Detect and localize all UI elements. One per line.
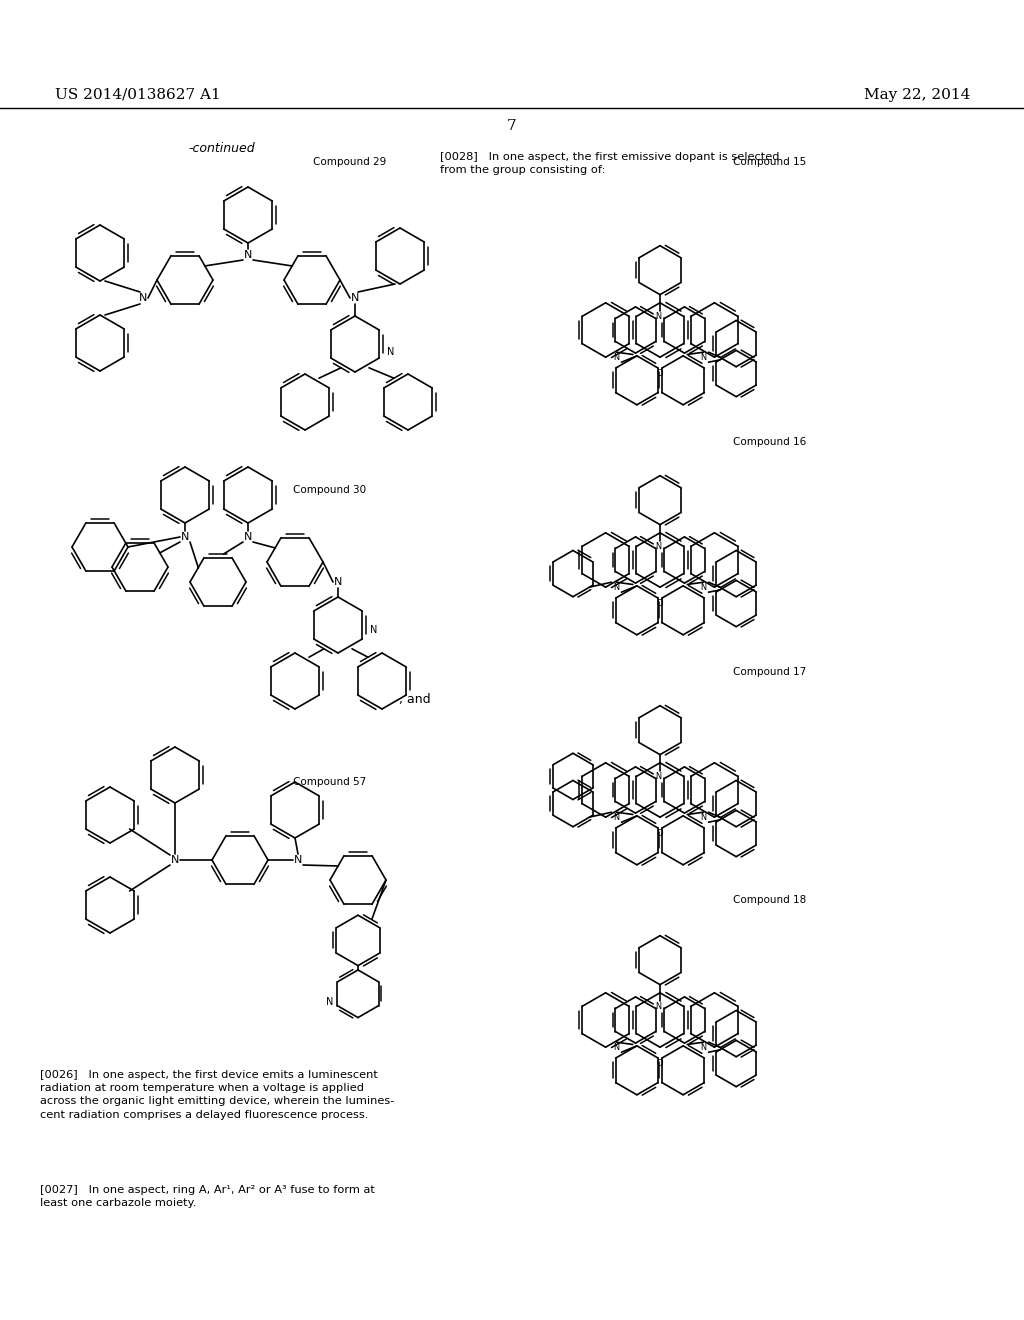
Text: N: N [700, 813, 707, 821]
Text: N: N [351, 293, 359, 304]
Text: N: N [613, 582, 620, 591]
Text: N: N [655, 543, 662, 550]
Text: [0028]   In one aspect, the first emissive dopant is selected
from the group con: [0028] In one aspect, the first emissive… [440, 152, 779, 176]
Text: N: N [327, 997, 334, 1007]
Text: N: N [334, 577, 342, 587]
Text: [0026]   In one aspect, the first device emits a luminescent
radiation at room t: [0026] In one aspect, the first device e… [40, 1071, 394, 1119]
Text: O: O [656, 599, 664, 609]
Text: N: N [655, 1002, 662, 1011]
Text: O: O [656, 829, 664, 838]
Text: [0027]   In one aspect, ring A, Ar¹, Ar² or A³ fuse to form at
least one carbazo: [0027] In one aspect, ring A, Ar¹, Ar² o… [40, 1185, 375, 1208]
Text: Compound 18: Compound 18 [733, 895, 807, 906]
Text: Compound 57: Compound 57 [293, 777, 367, 787]
Text: Compound 15: Compound 15 [733, 157, 807, 168]
Text: N: N [613, 352, 620, 362]
Text: N: N [171, 855, 179, 865]
Text: N: N [139, 293, 147, 304]
Text: N: N [387, 347, 394, 356]
Text: May 22, 2014: May 22, 2014 [863, 88, 970, 102]
Text: Compound 30: Compound 30 [294, 484, 367, 495]
Text: N: N [244, 249, 252, 260]
Text: 7: 7 [507, 119, 517, 133]
Text: Compound 29: Compound 29 [313, 157, 387, 168]
Text: N: N [613, 813, 620, 821]
Text: N: N [244, 532, 252, 543]
Text: N: N [700, 582, 707, 591]
Text: O: O [656, 370, 664, 378]
Text: -continued: -continued [188, 141, 255, 154]
Text: N: N [294, 855, 302, 865]
Text: N: N [700, 352, 707, 362]
Text: N: N [181, 532, 189, 543]
Text: Compound 16: Compound 16 [733, 437, 807, 447]
Text: N: N [700, 1043, 707, 1052]
Text: Compound 17: Compound 17 [733, 667, 807, 677]
Text: N: N [655, 772, 662, 781]
Text: N: N [613, 1043, 620, 1052]
Text: O: O [656, 1059, 664, 1068]
Text: US 2014/0138627 A1: US 2014/0138627 A1 [55, 88, 221, 102]
Text: N: N [371, 624, 378, 635]
Text: N: N [655, 312, 662, 321]
Text: , and: , and [399, 693, 431, 706]
